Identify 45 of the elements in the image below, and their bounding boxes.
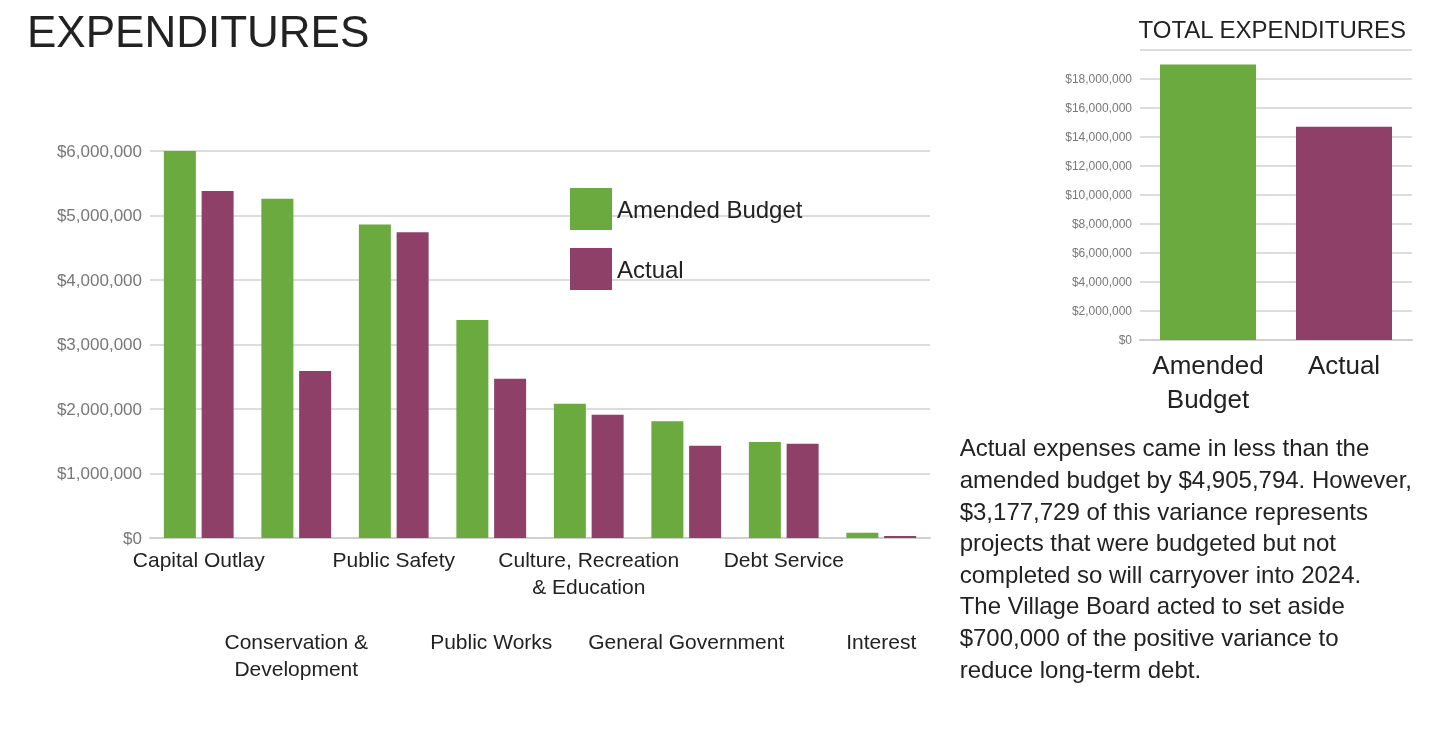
x-tick-label: Public Works [430, 630, 553, 654]
legend-label: Amended Budget [617, 195, 803, 223]
legend-label: Actual [617, 255, 684, 283]
y-tick-label: $0 [123, 528, 142, 548]
y-tick-label: $12,000,000 [1065, 159, 1133, 173]
y-tick-label: $14,000,000 [1065, 130, 1133, 144]
y-tick-label: $16,000,000 [1065, 101, 1133, 115]
bar [651, 421, 684, 538]
y-tick-label: $6,000,000 [1071, 246, 1133, 260]
bar [261, 198, 294, 538]
x-tick-label: Debt Service [723, 548, 844, 572]
bar [846, 532, 879, 538]
bar [396, 232, 429, 538]
y-tick-label: $2,000,000 [56, 399, 142, 419]
y-tick-label: $1,000,000 [56, 464, 142, 483]
y-tick-label: $18,000,000 [1065, 72, 1133, 86]
x-tick-label: Culture, Recreation & Education [498, 548, 680, 599]
bar [553, 403, 586, 538]
y-tick-label: $4,000,000 [56, 270, 142, 290]
y-tick-label: $5,000,000 [56, 206, 142, 225]
bar [494, 378, 527, 538]
text: Actual expenses came in less than the amended budget by $4,905,794. However, $3,177,729 of this variance represents projects that were budgeted but not completed so will carryover into 2024. The Village Board acted to set aside $700,000 of the positive variance to reduce long-term debt. [959, 434, 1413, 683]
x-tick-label: Public Safety [332, 548, 456, 572]
x-tick-label: Capital Outlay [132, 548, 266, 572]
bar [591, 414, 624, 538]
y-tick-label: $4,000,000 [1071, 275, 1133, 289]
x-tick-label: Conservation & Development [224, 630, 369, 681]
bar [358, 224, 391, 538]
y-tick-label: $3,000,000 [56, 335, 142, 354]
x-tick-label: Interest [846, 630, 917, 654]
bar [201, 190, 234, 538]
y-tick-label: $8,000,000 [1071, 217, 1133, 231]
bar [299, 370, 332, 538]
bar [163, 151, 196, 538]
bar [456, 319, 489, 538]
y-tick-label: $6,000,000 [56, 141, 142, 161]
bar [786, 443, 819, 538]
x-tick-label: General Government [588, 630, 785, 654]
y-tick-label: $10,000,000 [1065, 188, 1133, 202]
y-tick-label: $0 [1118, 333, 1133, 347]
chart-title: TOTAL EXPENDITURES [1138, 15, 1407, 43]
chart-title: EXPENDITURES [27, 6, 370, 56]
bar [689, 445, 722, 538]
y-tick-label: $2,000,000 [1071, 304, 1133, 318]
bar [748, 441, 781, 538]
